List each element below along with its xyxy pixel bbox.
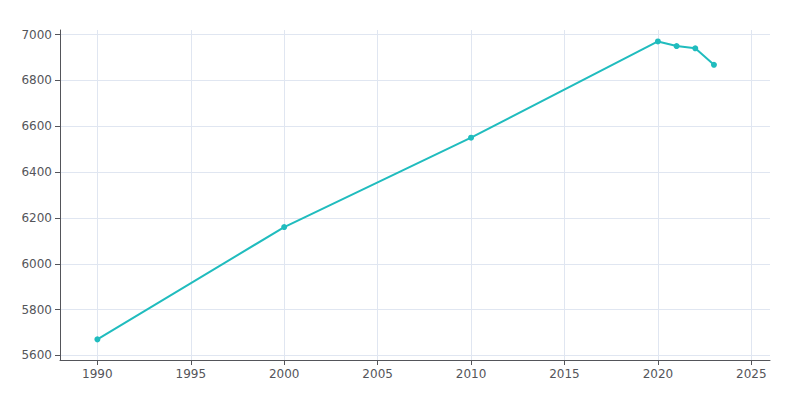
svg-text:5800: 5800 (21, 303, 52, 317)
svg-text:2025: 2025 (736, 367, 767, 381)
svg-text:1995: 1995 (176, 367, 207, 381)
svg-text:6400: 6400 (21, 165, 52, 179)
svg-text:2015: 2015 (549, 367, 580, 381)
svg-text:5600: 5600 (21, 348, 52, 362)
svg-text:2005: 2005 (362, 367, 393, 381)
svg-text:6200: 6200 (21, 211, 52, 225)
svg-text:2020: 2020 (643, 367, 674, 381)
svg-text:6000: 6000 (21, 257, 52, 271)
svg-text:6600: 6600 (21, 119, 52, 133)
svg-text:7000: 7000 (21, 28, 52, 42)
svg-text:2010: 2010 (456, 367, 487, 381)
svg-text:1990: 1990 (82, 367, 113, 381)
svg-text:2000: 2000 (269, 367, 300, 381)
svg-text:6800: 6800 (21, 73, 52, 87)
